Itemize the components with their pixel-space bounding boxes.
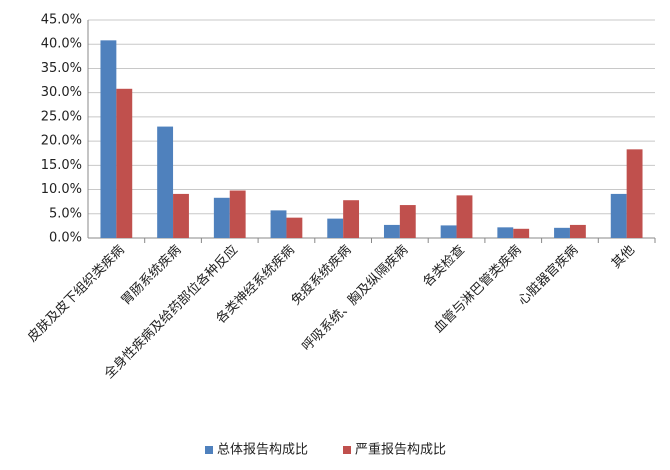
x-tick-label: 皮肤及皮下组织类疾病 bbox=[25, 243, 128, 346]
bar bbox=[157, 126, 174, 238]
x-tick-label: 其他 bbox=[609, 243, 638, 272]
bar bbox=[270, 210, 287, 238]
bar bbox=[100, 40, 117, 239]
x-tick-label: 呼吸系统、胸及纵隔疾病 bbox=[299, 243, 411, 355]
legend-label: 总体报告构成比 bbox=[217, 443, 308, 458]
y-tick-label: 5.0% bbox=[49, 206, 82, 221]
bar bbox=[343, 200, 360, 238]
bar bbox=[229, 190, 246, 238]
y-tick-label: 35.0% bbox=[41, 61, 82, 76]
y-tick-label: 10.0% bbox=[41, 182, 82, 197]
bar bbox=[399, 205, 416, 238]
bar bbox=[327, 218, 344, 238]
x-tick-label: 心脏器官疾病 bbox=[515, 242, 581, 308]
y-tick-label: 45.0% bbox=[41, 13, 82, 28]
bar bbox=[513, 228, 530, 238]
bar bbox=[213, 197, 230, 238]
legend-swatch bbox=[205, 446, 213, 454]
bar bbox=[610, 193, 627, 238]
bar bbox=[440, 225, 457, 238]
y-tick-label: 0.0% bbox=[49, 231, 82, 246]
bar bbox=[497, 227, 514, 238]
bar bbox=[286, 217, 303, 238]
bar bbox=[116, 88, 133, 239]
legend-swatch bbox=[343, 446, 351, 454]
bar bbox=[626, 149, 643, 238]
bar bbox=[569, 224, 586, 238]
legend-label: 严重报告构成比 bbox=[355, 442, 446, 458]
x-tick-label: 各类检查 bbox=[420, 242, 468, 290]
bar bbox=[383, 224, 400, 238]
y-tick-label: 40.0% bbox=[41, 37, 82, 52]
y-tick-label: 30.0% bbox=[41, 85, 82, 100]
bar bbox=[173, 193, 189, 238]
bar bbox=[554, 227, 570, 238]
bar bbox=[456, 195, 473, 238]
y-tick-label: 15.0% bbox=[41, 158, 82, 173]
y-tick-label: 20.0% bbox=[41, 134, 82, 149]
y-tick-label: 25.0% bbox=[41, 109, 82, 124]
